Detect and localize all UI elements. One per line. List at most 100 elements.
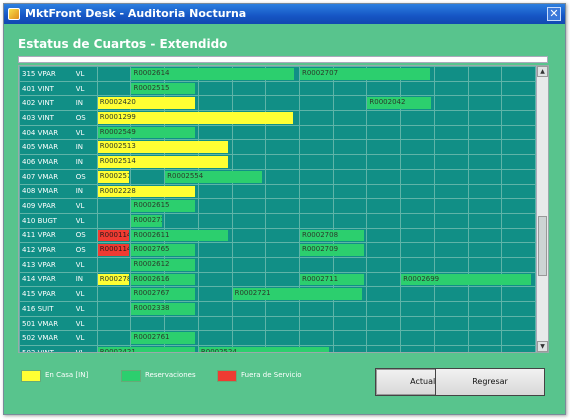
day-cell[interactable] <box>265 271 300 288</box>
day-cell[interactable] <box>467 212 503 229</box>
table-row[interactable]: 406 VMAR IN R0002514 <box>19 154 536 170</box>
day-cell[interactable] <box>130 110 166 126</box>
day-cell[interactable] <box>332 139 368 156</box>
day-cell[interactable] <box>400 80 435 97</box>
day-cell[interactable]: R0002611 <box>130 227 229 244</box>
day-cell[interactable] <box>96 66 132 82</box>
day-cell[interactable]: R0002614 <box>130 66 295 82</box>
reservation-bar[interactable]: R0002612 <box>131 258 196 271</box>
day-cell[interactable] <box>400 345 435 352</box>
day-cell[interactable] <box>332 212 368 229</box>
day-cell[interactable] <box>265 168 300 185</box>
day-cell[interactable] <box>231 256 267 273</box>
day-cell[interactable] <box>265 154 300 170</box>
day-cell[interactable] <box>433 227 469 244</box>
table-row[interactable]: 401 VINT VL R0002515 <box>19 80 536 97</box>
day-cell[interactable]: R0002549 <box>96 124 195 141</box>
day-cell[interactable] <box>265 286 300 302</box>
day-cell[interactable] <box>400 183 435 200</box>
day-cell[interactable]: R0002515 <box>130 80 196 97</box>
day-cell[interactable] <box>332 301 368 317</box>
day-cell[interactable]: R0002554 <box>164 168 263 185</box>
day-cell[interactable] <box>164 139 199 156</box>
day-cell[interactable] <box>231 212 267 229</box>
day-cell[interactable] <box>332 168 368 185</box>
day-cell[interactable] <box>501 345 536 352</box>
reservation-bar[interactable]: R0002708 <box>299 229 364 242</box>
day-cell[interactable] <box>332 66 368 82</box>
day-cell[interactable] <box>197 198 233 214</box>
day-cell[interactable] <box>366 198 402 214</box>
day-cell[interactable] <box>265 242 300 258</box>
day-cell[interactable] <box>400 315 435 332</box>
scroll-down-icon[interactable]: ▼ <box>537 341 548 352</box>
day-cell[interactable] <box>501 198 536 214</box>
day-cell[interactable] <box>467 286 503 302</box>
day-cell[interactable] <box>467 110 503 126</box>
day-cell[interactable]: R0002514 <box>96 154 228 170</box>
day-cell[interactable] <box>467 315 503 332</box>
day-cell[interactable] <box>265 301 300 317</box>
day-cell[interactable] <box>130 183 166 200</box>
day-cell[interactable] <box>332 198 368 214</box>
day-cell[interactable]: R0001299 <box>96 110 294 126</box>
day-cell[interactable] <box>467 330 503 347</box>
day-cell[interactable]: R0002338 <box>130 301 196 317</box>
day-cell[interactable] <box>366 242 402 258</box>
day-cell[interactable] <box>366 80 402 97</box>
day-cell[interactable] <box>130 345 166 352</box>
day-cell[interactable] <box>197 124 233 141</box>
day-cell[interactable]: R0002615 <box>130 198 196 214</box>
day-cell[interactable]: R0001140 <box>96 227 132 244</box>
day-cell[interactable] <box>433 168 469 185</box>
day-cell[interactable] <box>197 286 233 302</box>
day-cell[interactable] <box>400 227 435 244</box>
day-cell[interactable] <box>433 154 469 170</box>
day-cell[interactable] <box>96 315 132 332</box>
table-row[interactable]: 503 VINT VL R0002421 R0002524 <box>19 345 536 352</box>
day-cell[interactable] <box>332 315 368 332</box>
day-cell[interactable]: R0002421 <box>96 345 195 352</box>
day-cell[interactable] <box>231 183 267 200</box>
day-cell[interactable] <box>501 154 536 170</box>
vertical-scrollbar[interactable]: ▲ ▼ <box>536 66 548 352</box>
day-cell[interactable] <box>400 139 435 156</box>
day-cell[interactable]: R0002228 <box>96 183 195 200</box>
reservation-bar[interactable]: R0002338 <box>131 303 196 315</box>
day-cell[interactable]: R0002709 <box>298 242 364 258</box>
day-cell[interactable] <box>130 154 166 170</box>
day-cell[interactable] <box>197 168 233 185</box>
reservation-bar[interactable]: R0001141 <box>97 244 129 256</box>
day-cell[interactable] <box>501 139 536 156</box>
day-cell[interactable] <box>164 315 199 332</box>
day-cell[interactable] <box>164 271 199 288</box>
day-cell[interactable] <box>332 256 368 273</box>
day-cell[interactable] <box>366 66 402 82</box>
day-cell[interactable] <box>197 227 233 244</box>
day-cell[interactable] <box>231 330 267 347</box>
day-cell[interactable] <box>231 301 267 317</box>
day-cell[interactable] <box>130 139 166 156</box>
day-cell[interactable] <box>433 198 469 214</box>
day-cell[interactable] <box>298 212 334 229</box>
day-cell[interactable] <box>197 256 233 273</box>
day-cell[interactable] <box>265 95 300 112</box>
day-cell[interactable]: R0002734 <box>130 212 166 229</box>
day-cell[interactable] <box>164 301 199 317</box>
day-cell[interactable] <box>433 139 469 156</box>
reservation-bar[interactable]: R0002767 <box>131 288 196 300</box>
day-cell[interactable] <box>265 110 300 126</box>
day-cell[interactable] <box>265 227 300 244</box>
day-cell[interactable] <box>400 124 435 141</box>
day-cell[interactable] <box>164 286 199 302</box>
day-cell[interactable] <box>298 198 334 214</box>
day-cell[interactable] <box>366 301 402 317</box>
day-cell[interactable] <box>231 95 267 112</box>
day-cell[interactable] <box>298 95 334 112</box>
day-cell[interactable] <box>433 212 469 229</box>
day-cell[interactable] <box>231 66 267 82</box>
day-cell[interactable] <box>332 124 368 141</box>
day-cell[interactable]: R0002707 <box>298 66 430 82</box>
day-cell[interactable] <box>298 139 334 156</box>
day-cell[interactable] <box>96 198 132 214</box>
